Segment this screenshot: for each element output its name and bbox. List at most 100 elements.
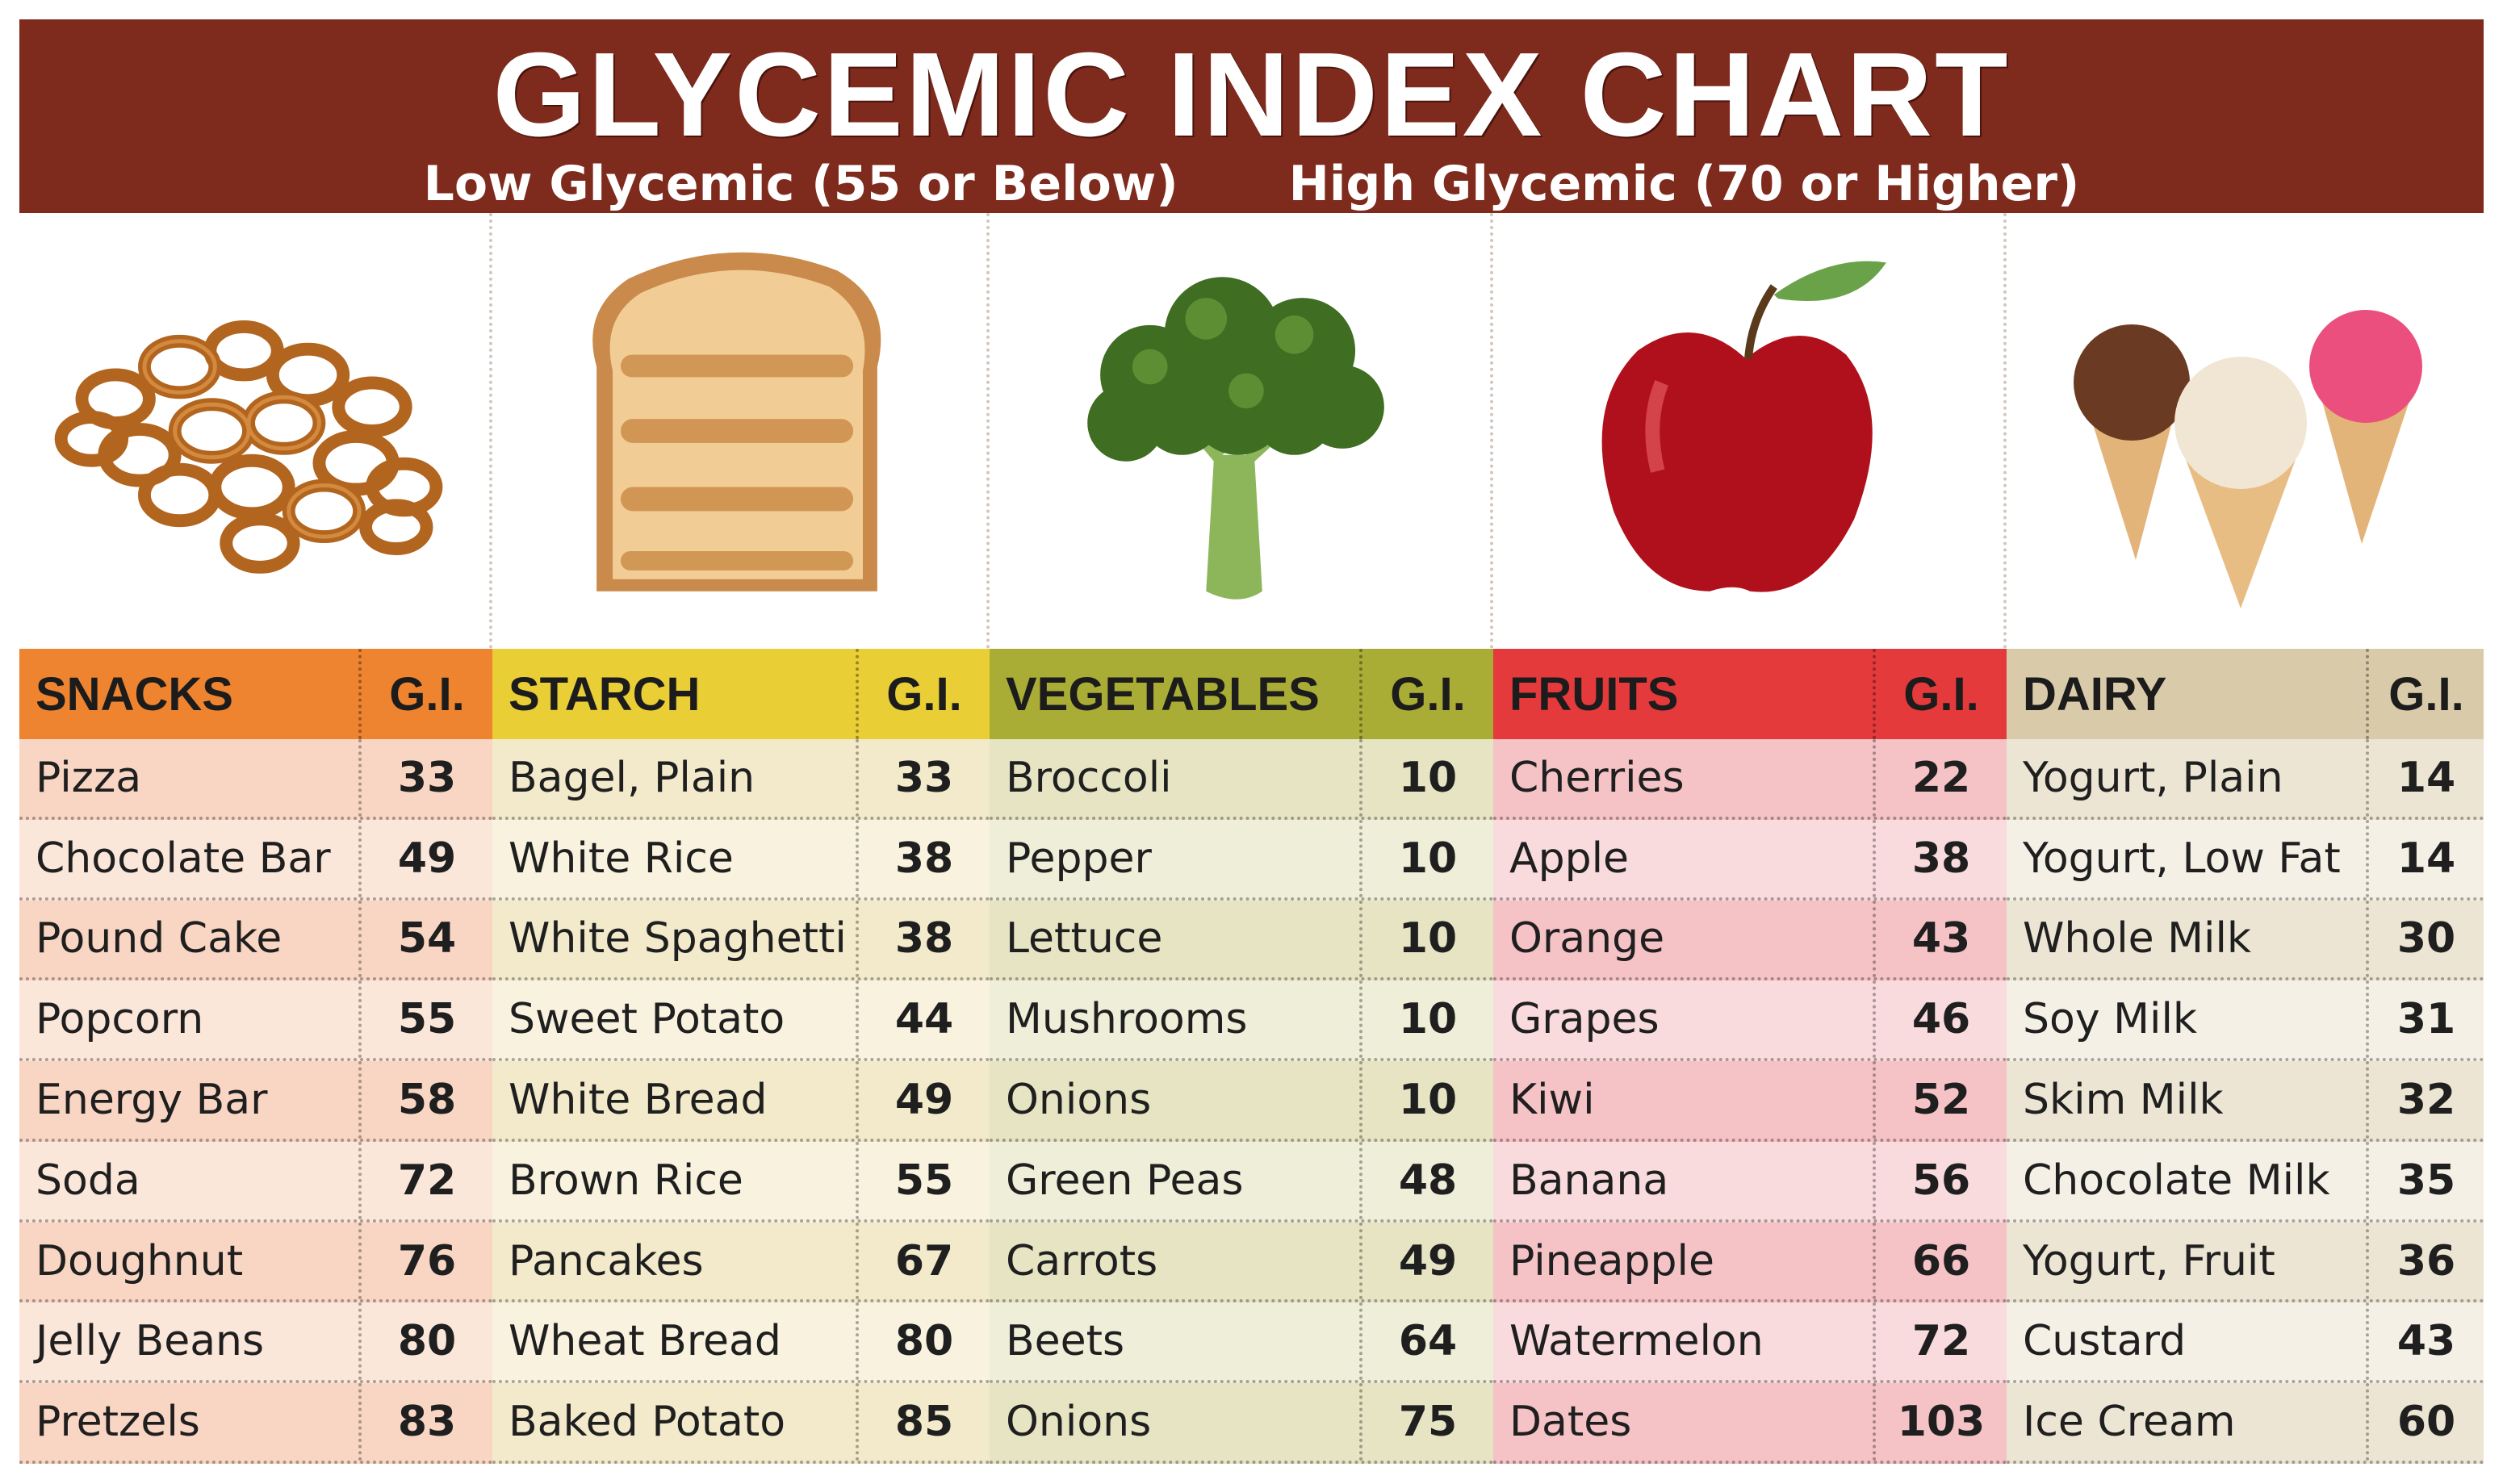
toast-image: [492, 213, 990, 649]
food-name: White Bread: [509, 1076, 768, 1125]
food-name: White Rice: [509, 834, 734, 883]
food-name: Yogurt, Low Fat: [2023, 834, 2341, 883]
gi-value: 10: [1359, 739, 1493, 817]
gi-value: 75: [1359, 1383, 1493, 1461]
food-name: Dates: [1509, 1398, 1632, 1447]
category-label-vegetables: VEGETABLES: [1006, 667, 1320, 721]
food-name: Pizza: [36, 753, 142, 802]
table-row: Ice Cream 60: [2007, 1383, 2484, 1465]
food-name: Onions: [1006, 1076, 1152, 1125]
table-row: Yogurt, Low Fat 14: [2007, 819, 2484, 901]
food-name: Baked Potato: [509, 1398, 786, 1447]
table-row: Pound Cake 54: [19, 900, 492, 981]
broccoli-image: [990, 213, 1493, 649]
table-row: Energy Bar 58: [19, 1061, 492, 1142]
food-name: Grapes: [1509, 995, 1660, 1044]
table-row: Broccoli 10: [990, 739, 1493, 820]
category-label-fruits: FRUITS: [1509, 667, 1679, 721]
subtitle-row: Low Glycemic (55 or Below) High Glycemic…: [19, 158, 2484, 210]
category-label-dairy: DAIRY: [2023, 667, 2167, 721]
table-row: Cherries 22: [1493, 739, 2007, 820]
column-header-starch: STARCH G.I.: [492, 649, 990, 739]
chart-header: GLYCEMIC INDEX CHART Low Glycemic (55 or…: [19, 19, 2484, 213]
table-row: White Spaghetti 38: [492, 900, 990, 981]
table-row: Yogurt, Plain 14: [2007, 739, 2484, 820]
gi-header: G.I.: [856, 649, 990, 739]
food-name: Cherries: [1509, 753, 1685, 802]
table-row: Skim Milk 32: [2007, 1061, 2484, 1142]
food-name: Lettuce: [1006, 914, 1163, 964]
food-name: Jelly Beans: [36, 1317, 265, 1366]
gi-value: 55: [856, 1141, 990, 1219]
food-name: Energy Bar: [36, 1076, 268, 1125]
food-name: Banana: [1509, 1156, 1669, 1205]
column-vegetables: VEGETABLES G.I. Broccoli 10 Pepper 10 Lett…: [990, 649, 1493, 1465]
apple-image: [1493, 213, 2007, 649]
gi-value: 52: [1873, 1061, 2007, 1139]
food-name: White Spaghetti: [509, 914, 847, 964]
column-fruits: FRUITS G.I. Cherries 22 Apple 38 Orange 43 …: [1493, 649, 2007, 1465]
table-row: White Rice 38: [492, 819, 990, 901]
rows-dairy: Yogurt, Plain 14 Yogurt, Low Fat 14 Whole …: [2007, 739, 2484, 1465]
column-header-vegetables: VEGETABLES G.I.: [990, 649, 1493, 739]
table-row: Jelly Beans 80: [19, 1302, 492, 1384]
table-row: Popcorn 55: [19, 980, 492, 1062]
table-row: Soy Milk 31: [2007, 980, 2484, 1062]
table-row: Custard 43: [2007, 1302, 2484, 1384]
table-row: Bagel, Plain 33: [492, 739, 990, 820]
column-starch: STARCH G.I. Bagel, Plain 33 White Rice 38 …: [492, 649, 990, 1465]
low-glycemic-label: Low Glycemic (55 or Below): [423, 156, 1178, 212]
gi-value: 72: [358, 1141, 492, 1219]
table-row: Lettuce 10: [990, 900, 1493, 981]
food-name: Sweet Potato: [509, 995, 785, 1044]
table-row: Onions 75: [990, 1383, 1493, 1465]
gi-value: 32: [2366, 1061, 2484, 1139]
gi-value: 83: [358, 1383, 492, 1461]
gi-value: 36: [2366, 1222, 2484, 1300]
table-row: Wheat Bread 80: [492, 1302, 990, 1384]
food-name: Pancakes: [509, 1236, 704, 1285]
table-row: Chocolate Bar 49: [19, 819, 492, 901]
column-header-dairy: DAIRY G.I.: [2007, 649, 2484, 739]
gi-value: 33: [358, 739, 492, 817]
gi-value: 67: [856, 1222, 990, 1300]
food-name: Watermelon: [1509, 1317, 1764, 1366]
gi-value: 10: [1359, 819, 1493, 897]
food-images-row: [19, 213, 2484, 649]
gi-value: 54: [358, 900, 492, 978]
table-row: Yogurt, Fruit 36: [2007, 1222, 2484, 1303]
gi-value: 103: [1873, 1383, 2007, 1461]
gi-value: 30: [2366, 900, 2484, 978]
gi-value: 56: [1873, 1141, 2007, 1219]
food-name: Bagel, Plain: [509, 753, 756, 802]
rows-vegetables: Broccoli 10 Pepper 10 Lettuce 10 Mushrooms 1…: [990, 739, 1493, 1465]
table-row: Brown Rice 55: [492, 1141, 990, 1223]
glycemic-table: SNACKS G.I. Pizza 33 Chocolate Bar 49 Poun…: [19, 649, 2484, 1465]
gi-value: 33: [856, 739, 990, 817]
food-name: Ice Cream: [2023, 1398, 2236, 1447]
table-row: Pepper 10: [990, 819, 1493, 901]
gi-value: 22: [1873, 739, 2007, 817]
table-row: Pizza 33: [19, 739, 492, 820]
gi-value: 10: [1359, 1061, 1493, 1139]
gi-value: 43: [2366, 1302, 2484, 1381]
food-name: Kiwi: [1509, 1076, 1595, 1125]
food-name: Pepper: [1006, 834, 1152, 883]
table-row: Beets 64: [990, 1302, 1493, 1384]
column-dairy: DAIRY G.I. Yogurt, Plain 14 Yogurt, Low F…: [2007, 649, 2484, 1465]
food-name: Green Peas: [1006, 1156, 1244, 1205]
food-name: Broccoli: [1006, 753, 1172, 802]
gi-value: 80: [358, 1302, 492, 1381]
food-name: Popcorn: [36, 995, 204, 1044]
food-name: Orange: [1509, 914, 1665, 964]
column-snacks: SNACKS G.I. Pizza 33 Chocolate Bar 49 Poun…: [19, 649, 492, 1465]
rows-starch: Bagel, Plain 33 White Rice 38 White Spaghe…: [492, 739, 990, 1465]
food-name: Beets: [1006, 1317, 1125, 1366]
gi-value: 64: [1359, 1302, 1493, 1381]
gi-value: 14: [2366, 819, 2484, 897]
gi-value: 72: [1873, 1302, 2007, 1381]
rows-fruits: Cherries 22 Apple 38 Orange 43 Grapes 46 Kiw…: [1493, 739, 2007, 1465]
gi-value: 14: [2366, 739, 2484, 817]
gi-header: G.I.: [1873, 649, 2007, 739]
gi-value: 49: [856, 1061, 990, 1139]
